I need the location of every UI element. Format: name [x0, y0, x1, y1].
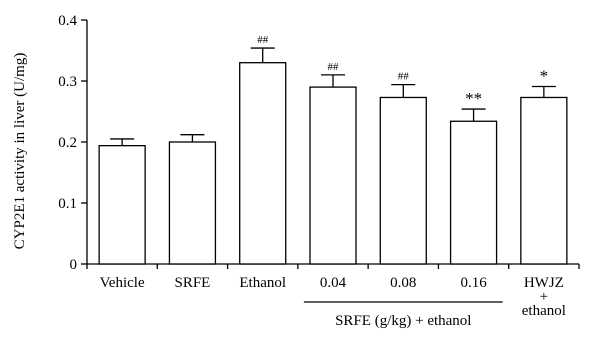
- bar: [451, 121, 497, 264]
- y-tick-label: 0: [70, 257, 78, 273]
- bar: [99, 146, 145, 264]
- y-tick-label: 0.4: [58, 13, 77, 29]
- significance-marker: **: [465, 89, 482, 108]
- significance-marker: *: [540, 66, 549, 85]
- significance-marker: ##: [398, 71, 410, 83]
- x-tick-label: 0.04: [320, 275, 347, 291]
- x-tick-label: 0.16: [460, 275, 487, 291]
- bar: [310, 87, 356, 264]
- group-label: SRFE (g/kg) + ethanol: [335, 313, 471, 329]
- x-tick-label: HWJZ + ethanol: [522, 275, 566, 319]
- bar: [240, 63, 286, 264]
- bars: [99, 48, 567, 264]
- y-axis-label: CYP2E1 activity in liver (U/mg): [12, 53, 28, 250]
- x-tick-label: Ethanol: [239, 275, 286, 291]
- significance-marker: ##: [328, 61, 340, 73]
- bar: [521, 97, 567, 264]
- x-tick-label: SRFE: [174, 275, 210, 291]
- bar: [169, 142, 215, 264]
- significance-marker: ##: [257, 34, 269, 46]
- x-tick-label: Vehicle: [100, 275, 145, 291]
- x-tick-label: 0.08: [390, 275, 416, 291]
- y-tick-label: 0.1: [58, 196, 77, 212]
- y-tick-label: 0.2: [58, 135, 77, 151]
- y-tick-label: 0.3: [58, 74, 77, 90]
- bar: [380, 97, 426, 264]
